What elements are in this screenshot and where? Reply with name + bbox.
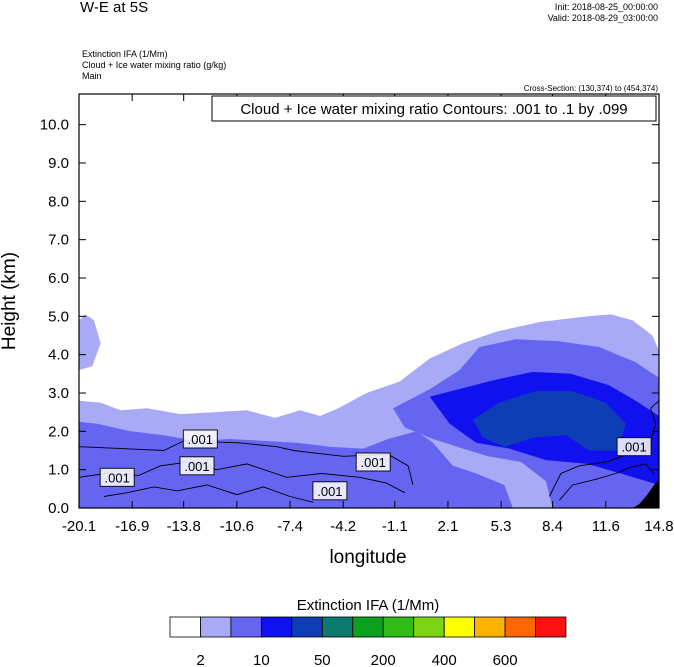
x-tick-label: 5.3 (491, 518, 512, 535)
field-region-level-5 (632, 479, 659, 508)
y-tick-label: 10.0 (40, 117, 69, 134)
contour-info-box: Cloud + Ice water mixing ratio Contours:… (211, 95, 657, 122)
x-tick-label: -20.1 (62, 518, 96, 535)
y-tick-label: 4.0 (48, 347, 69, 364)
contour-label-box (355, 452, 391, 472)
x-tick-label: -13.8 (167, 518, 201, 535)
contour-info-text: Cloud + Ice water mixing ratio Contours:… (240, 101, 627, 118)
colorbar-swatch (200, 616, 232, 638)
contour-line (103, 484, 314, 503)
colorbar-swatch (413, 616, 445, 638)
axes: -20.1 -16.9 -13.8 -10.6 -7.4 -4.2 -1.1 2.1 5.3 8.… (40, 94, 674, 535)
colorbar-title: Extinction IFA (1/Mm) (297, 597, 440, 614)
field-region-level-1 (79, 314, 101, 370)
y-tick-label: 0.0 (48, 500, 69, 517)
subtitle-field-3: Main (82, 71, 102, 81)
x-tick-label: 8.4 (542, 518, 563, 535)
y-tick-label: 6.0 (48, 270, 69, 287)
x-tick-label: 2.1 (437, 518, 458, 535)
y-tick-label: 2.0 (48, 423, 69, 440)
colorbar-label: 600 (493, 652, 518, 667)
contour-label-box (312, 481, 348, 501)
x-tick-label: -1.1 (382, 518, 408, 535)
x-tick-label: -7.4 (277, 518, 303, 535)
contour-label: .001 (184, 459, 209, 474)
contour-label: .001 (188, 432, 213, 447)
contour-label: .001 (105, 470, 130, 485)
plot-frame (78, 93, 660, 509)
valid-time: Valid: 2018-08-29_03:00:00 (547, 13, 658, 23)
x-tick-label: -10.6 (220, 518, 254, 535)
y-tick-label: 5.0 (48, 308, 69, 325)
contour-label-box (616, 437, 652, 457)
contour-line (558, 463, 655, 501)
init-time: Init: 2018-08-25_00:00:00 (554, 2, 658, 12)
x-tick-label: 11.6 (592, 518, 620, 535)
field-region-level-4 (472, 391, 626, 451)
extinction-field (79, 314, 659, 508)
y-tick-label: 7.0 (48, 232, 69, 249)
x-tick-label: -4.2 (330, 518, 356, 535)
colorbar-swatch (535, 616, 567, 638)
colorbar-swatch (504, 616, 536, 638)
y-tick-label: 3.0 (48, 385, 69, 402)
colorbar-label: 200 (371, 652, 396, 667)
colorbar-swatch (260, 616, 293, 638)
colorbar-label: 50 (314, 652, 331, 667)
colorbar-label: 400 (432, 652, 457, 667)
colorbar-swatch (321, 616, 354, 638)
main-title: W-E at 5S (80, 0, 149, 16)
contour-label: .001 (621, 440, 646, 455)
x-tick-label: -16.9 (115, 518, 149, 535)
x-tick-label: 14.8 (644, 518, 673, 535)
colorbar-swatch (230, 616, 262, 638)
colorbar-swatch (352, 616, 384, 638)
colorbar-swatch (474, 616, 506, 638)
contour-label: .001 (361, 455, 386, 470)
subtitle-field-2: Cloud + Ice water mixing ratio (g/kg) (82, 60, 227, 70)
contour-label-box (179, 456, 215, 476)
contour-label-box (99, 467, 135, 487)
contour-line (79, 440, 414, 486)
y-tick-label: 9.0 (48, 155, 69, 172)
y-axis-label: Height (km) (0, 252, 20, 350)
colorbar-label: 2 (196, 652, 204, 667)
colorbar-swatch (382, 616, 415, 638)
contour-label: .001 (317, 484, 342, 499)
y-tick-label: 8.0 (48, 193, 69, 210)
colorbar: 2 10 50 200 400 600 (169, 616, 567, 667)
subtitle-field-1: Extinction IFA (1/Mm) (82, 49, 168, 59)
x-axis-label: longitude (329, 547, 406, 568)
colorbar-label: 10 (253, 652, 270, 667)
colorbar-swatch (443, 616, 476, 638)
colorbar-swatch (169, 616, 201, 638)
cross-section-label: Cross-Section: (130,374) to (454,374) (523, 84, 658, 93)
contour-label-box (182, 429, 218, 449)
y-tick-label: 1.0 (48, 462, 69, 479)
colorbar-swatch (291, 616, 323, 638)
